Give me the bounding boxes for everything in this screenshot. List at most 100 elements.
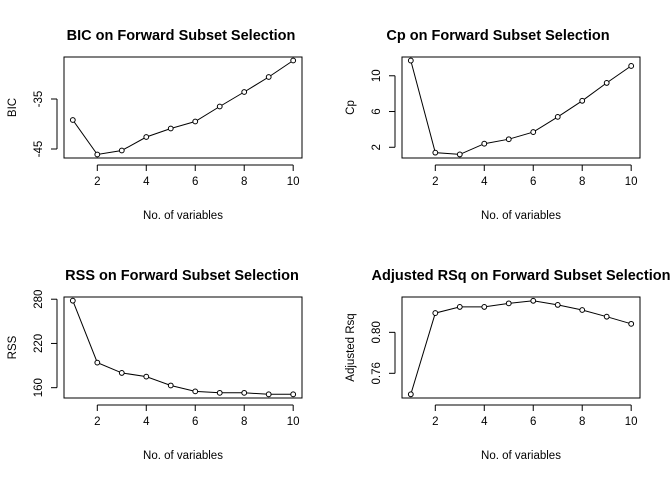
data-point-adjr2 — [628, 320, 635, 327]
x-axis-cp: 2 4 6 8 10 — [432, 164, 638, 188]
y-tick-label-cp: 10 — [371, 69, 383, 82]
data-point-bic — [265, 74, 272, 80]
x-tick-label-cp: 6 — [530, 176, 536, 188]
data-point-rss — [241, 389, 248, 396]
x-tick-label-rss: 4 — [143, 416, 150, 428]
chart-cp: Cp on Forward Subset Selection 2 4 6 8 10 No. … — [345, 28, 641, 222]
data-point-rss — [143, 373, 150, 380]
data-point-bic — [167, 125, 174, 132]
plot-frame-cp — [401, 56, 641, 159]
data-point-cp — [603, 80, 610, 86]
plot-frame-bic — [63, 56, 303, 159]
data-point-bic — [143, 134, 150, 140]
x-tick-label-cp: 8 — [579, 176, 585, 188]
data-point-rss — [69, 297, 76, 304]
data-point-bic — [290, 57, 297, 64]
data-point-adjr2 — [456, 304, 463, 310]
x-tick-label-bic: 2 — [94, 176, 100, 188]
data-point-cp — [579, 97, 586, 104]
x-tick-label-bic: 8 — [241, 176, 247, 188]
x-axis-label-bic: No. of variables — [143, 210, 223, 222]
data-point-bic — [94, 151, 101, 158]
y-tick-label-rss: 280 — [33, 290, 45, 309]
x-tick-label-cp: 10 — [625, 176, 638, 188]
series-line-bic — [72, 60, 294, 156]
data-point-bic — [69, 117, 76, 123]
y-axis-bic: -45 -35 — [33, 91, 58, 158]
data-point-adjr2 — [530, 297, 537, 304]
chart-title-adjr2: Adjusted RSq on Forward Subset Selection — [372, 268, 671, 284]
data-point-bic — [192, 118, 199, 125]
y-axis-label-rss: RSS — [7, 335, 19, 359]
y-tick-label-bic: -45 — [33, 141, 45, 158]
x-tick-label-rss: 2 — [94, 416, 100, 428]
x-tick-label-rss: 10 — [287, 416, 300, 428]
data-point-rss — [118, 370, 125, 376]
chart-title-bic: BIC on Forward Subset Selection — [67, 28, 296, 44]
x-tick-label-bic: 4 — [143, 176, 150, 188]
data-point-adjr2 — [579, 307, 586, 313]
x-tick-label-adjr2: 4 — [481, 416, 488, 428]
y-axis-adjr2: 0.76 0.80 — [371, 321, 396, 385]
y-tick-label-cp: 2 — [371, 144, 383, 150]
data-point-rss — [167, 382, 174, 389]
series-line-adjr2 — [410, 300, 632, 395]
plot-frame-adjr2 — [401, 296, 641, 399]
x-axis-label-rss: No. of variables — [143, 450, 223, 462]
x-tick-label-bic: 6 — [192, 176, 198, 188]
y-tick-label-cp: 6 — [371, 108, 383, 114]
x-axis-rss: 2 4 6 8 10 — [94, 404, 300, 428]
data-point-rss — [265, 391, 272, 398]
x-tick-label-adjr2: 8 — [579, 416, 585, 428]
y-axis-cp: 2 6 10 — [371, 69, 396, 150]
data-point-cp — [554, 113, 561, 120]
y-axis-label-cp: Cp — [345, 100, 357, 115]
y-tick-label-rss: 220 — [33, 334, 45, 353]
x-tick-label-adjr2: 2 — [432, 416, 438, 428]
data-point-rss — [216, 389, 223, 396]
x-tick-label-bic: 10 — [287, 176, 300, 188]
data-point-adjr2 — [505, 300, 512, 307]
x-tick-label-rss: 8 — [241, 416, 247, 428]
data-point-cp — [481, 140, 488, 147]
x-axis-label-adjr2: No. of variables — [481, 450, 561, 462]
y-axis-label-bic: BIC — [7, 98, 19, 117]
chart-rss: RSS on Forward Subset Selection 2 4 6 8 10 No.… — [7, 268, 303, 462]
chart-title-rss: RSS on Forward Subset Selection — [65, 268, 299, 284]
y-tick-label-bic: -35 — [33, 91, 45, 108]
data-point-cp — [628, 63, 635, 69]
series-line-rss — [72, 300, 294, 395]
series-line-cp — [410, 60, 632, 155]
data-point-cp — [407, 57, 414, 64]
data-point-adjr2 — [432, 310, 439, 316]
x-tick-label-adjr2: 6 — [530, 416, 536, 428]
data-point-rss — [192, 388, 199, 395]
data-point-cp — [456, 151, 463, 158]
y-axis-rss: 160 220 280 — [33, 290, 58, 397]
data-point-adjr2 — [554, 301, 561, 308]
y-axis-label-adjr2: Adjusted Rsq — [345, 313, 357, 381]
x-axis-label-cp: No. of variables — [481, 210, 561, 222]
x-axis-adjr2: 2 4 6 8 10 — [432, 404, 638, 428]
y-tick-label-rss: 160 — [33, 378, 45, 397]
x-tick-label-adjr2: 10 — [625, 416, 638, 428]
data-point-adjr2 — [481, 304, 488, 310]
data-point-cp — [530, 129, 537, 135]
y-tick-label-adjr2: 0.80 — [371, 321, 383, 343]
x-axis-bic: 2 4 6 8 10 — [94, 164, 300, 188]
x-tick-label-cp: 2 — [432, 176, 438, 188]
chart-title-cp: Cp on Forward Subset Selection — [386, 28, 609, 44]
data-point-rss — [94, 359, 101, 366]
data-point-bic — [118, 147, 125, 154]
data-point-rss — [290, 391, 297, 398]
plot-frame-rss — [63, 296, 303, 399]
chart-bic: BIC on Forward Subset Selection 2 4 6 8 10 No.… — [7, 28, 303, 222]
chart-adjr2: Adjusted RSq on Forward Subset Selection… — [345, 268, 670, 462]
y-tick-label-adjr2: 0.76 — [371, 362, 383, 384]
x-tick-label-cp: 4 — [481, 176, 488, 188]
x-tick-label-rss: 6 — [192, 416, 198, 428]
data-point-bic — [216, 103, 223, 110]
data-point-adjr2 — [603, 313, 610, 320]
data-point-bic — [241, 89, 248, 95]
